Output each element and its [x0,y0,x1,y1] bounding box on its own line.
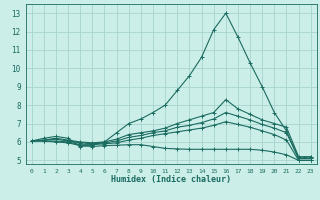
X-axis label: Humidex (Indice chaleur): Humidex (Indice chaleur) [111,175,231,184]
